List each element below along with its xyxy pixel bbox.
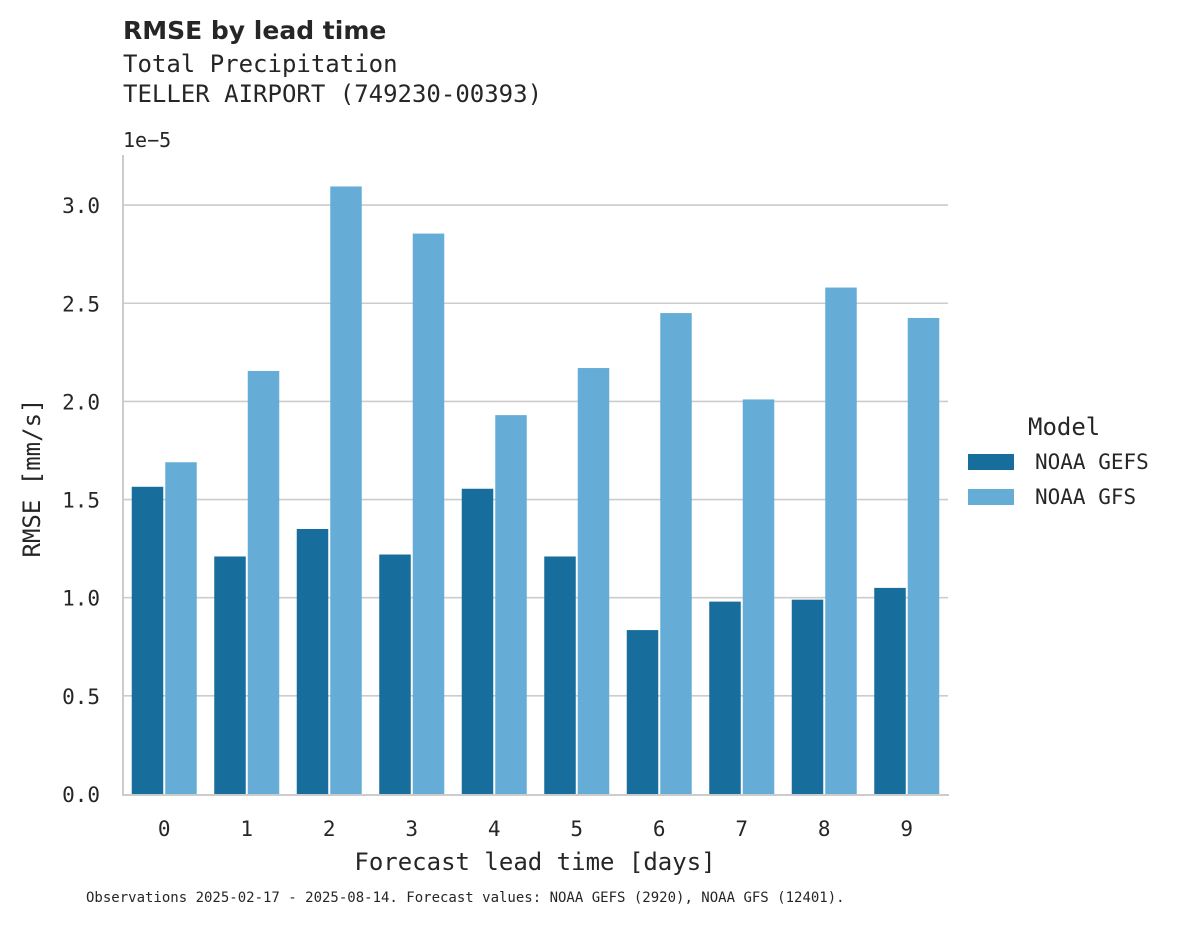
y-axis-scale-label: 1e−5 [123,128,172,152]
legend-swatch [968,489,1014,505]
bar-noaa-gfs-3 [412,233,445,795]
chart-footnote: Observations 2025-02-17 - 2025-08-14. Fo… [86,890,845,906]
bar-noaa-gefs-3 [379,554,411,794]
chart-subtitle-variable: Total Precipitation [123,50,398,78]
x-tick-label: 0 [158,817,171,841]
bar-noaa-gefs-5 [544,556,576,794]
x-axis-label: Forecast lead time [days] [354,848,715,876]
x-tick-label: 1 [240,817,253,841]
bar-noaa-gfs-1 [247,370,280,794]
y-axis-label: RMSE [mm/s] [18,399,46,558]
bar-noaa-gefs-4 [461,488,494,794]
legend-entry-label: NOAA GFS [1035,485,1136,509]
legend-entry-label: NOAA GEFS [1035,450,1149,474]
y-tick-label: 2.5 [62,292,100,316]
y-tick-label: 2.0 [62,390,100,414]
axes: 0.0 0.5 1.0 1.5 2.0 2.5 3.0 0 1 2 3 4 5 6 7 8 9 Forecast … [18,155,949,876]
bar-noaa-gefs-6 [626,630,659,794]
bars [131,186,940,795]
bar-noaa-gfs-8 [825,287,857,794]
y-tick-label: 0.0 [62,783,100,807]
bar-noaa-gefs-2 [296,528,329,794]
x-tick-label: 8 [818,817,831,841]
y-tick-label: 1.5 [62,489,100,513]
x-tick-label: 5 [570,817,583,841]
bar-noaa-gefs-0 [131,486,164,794]
bar-noaa-gfs-6 [660,313,692,794]
x-tick-label: 2 [323,817,336,841]
bar-noaa-gefs-1 [214,556,246,794]
legend-swatch [968,454,1014,470]
bar-noaa-gefs-9 [874,587,906,794]
bar-noaa-gefs-7 [709,601,741,794]
x-tick-label: 7 [735,817,748,841]
legend-title: Model [1028,413,1100,441]
y-tick-label: 3.0 [62,194,100,218]
chart-title: RMSE by lead time [123,16,387,45]
x-tick-label: 6 [653,817,666,841]
bar-noaa-gfs-7 [742,399,775,794]
bar-noaa-gfs-4 [495,415,527,794]
x-tick-label: 4 [488,817,501,841]
x-tick-label: 9 [900,817,913,841]
grid-lines [123,204,948,697]
bar-noaa-gfs-2 [330,186,362,795]
bar-noaa-gefs-8 [791,599,824,794]
bar-noaa-gfs-0 [165,462,197,794]
legend: Model NOAA GEFS NOAA GFS [968,413,1149,509]
bar-noaa-gfs-5 [577,368,610,794]
y-tick-label: 1.0 [62,587,100,611]
y-tick-label: 0.5 [62,685,100,709]
bar-noaa-gfs-9 [907,317,940,794]
x-tick-label: 3 [405,817,418,841]
chart-subtitle-station: TELLER AIRPORT (749230-00393) [123,80,543,108]
